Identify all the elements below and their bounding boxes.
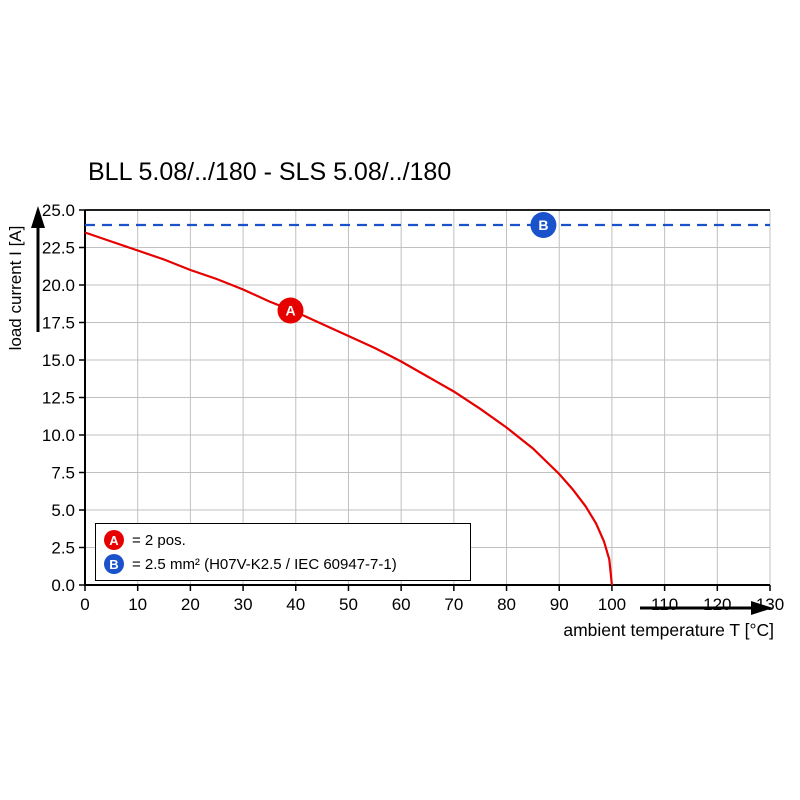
svg-text:10: 10 xyxy=(128,595,147,614)
svg-text:2.5: 2.5 xyxy=(51,539,75,558)
marker-a-symbol: A xyxy=(104,530,124,550)
svg-text:110: 110 xyxy=(651,595,678,614)
legend-item-b-label: = 2.5 mm² (H07V-K2.5 / IEC 60947-7-1) xyxy=(132,555,397,573)
x-tick-labels: 0 10 20 30 40 50 60 70 80 90 100 110 120 130 xyxy=(80,595,784,614)
svg-text:20: 20 xyxy=(181,595,200,614)
y-tick-labels: 0.0 2.5 5.0 7.5 10.0 12.5 15.0 17.5 20.0 22.5 25.0 xyxy=(42,201,75,595)
svg-text:120: 120 xyxy=(703,595,731,614)
svg-text:60: 60 xyxy=(392,595,411,614)
svg-text:12.5: 12.5 xyxy=(42,389,75,408)
svg-text:130: 130 xyxy=(756,595,784,614)
svg-text:20.0: 20.0 xyxy=(42,276,75,295)
svg-text:50: 50 xyxy=(339,595,358,614)
svg-text:10.0: 10.0 xyxy=(42,426,75,445)
legend: A = 2 pos. B = 2.5 mm² (H07V-K2.5 / IEC … xyxy=(95,523,471,581)
svg-text:5.0: 5.0 xyxy=(51,501,75,520)
chart-title: BLL 5.08/../180 - SLS 5.08/../180 xyxy=(88,158,452,186)
svg-text:15.0: 15.0 xyxy=(42,351,75,370)
svg-text:22.5: 22.5 xyxy=(42,239,75,258)
legend-item-a: A = 2 pos. xyxy=(104,530,464,550)
svg-text:80: 80 xyxy=(497,595,516,614)
svg-text:90: 90 xyxy=(550,595,569,614)
svg-text:7.5: 7.5 xyxy=(51,464,75,483)
svg-text:30: 30 xyxy=(234,595,253,614)
curve-marker-a: A xyxy=(277,297,304,324)
svg-text:70: 70 xyxy=(444,595,463,614)
tick-marks xyxy=(79,209,771,591)
svg-text:40: 40 xyxy=(286,595,305,614)
gridlines xyxy=(85,210,771,585)
legend-item-a-label: = 2 pos. xyxy=(132,531,186,549)
curve-marker-b: B xyxy=(530,212,557,238)
svg-text:A: A xyxy=(285,303,295,319)
svg-text:0: 0 xyxy=(80,595,89,614)
series-a-line xyxy=(84,231,613,586)
x-axis-arrow-icon xyxy=(640,601,773,615)
svg-text:17.5: 17.5 xyxy=(42,314,75,333)
x-axis-label: ambient temperature T [°C] xyxy=(563,620,774,640)
y-axis-arrow-icon xyxy=(31,206,45,332)
svg-text:100: 100 xyxy=(598,595,626,614)
svg-text:B: B xyxy=(538,217,548,233)
legend-item-b: B = 2.5 mm² (H07V-K2.5 / IEC 60947-7-1) xyxy=(104,554,464,574)
marker-b-symbol: B xyxy=(104,554,124,574)
svg-text:0.0: 0.0 xyxy=(51,576,75,595)
svg-text:25.0: 25.0 xyxy=(42,201,75,220)
